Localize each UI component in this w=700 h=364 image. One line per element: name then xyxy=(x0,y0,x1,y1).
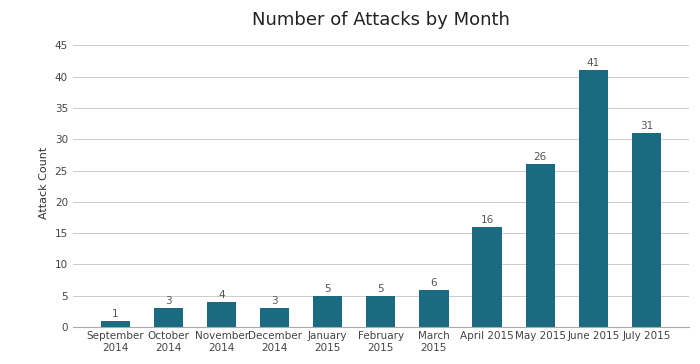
Bar xyxy=(473,227,502,327)
Bar xyxy=(207,302,236,327)
Bar xyxy=(631,133,661,327)
Text: 5: 5 xyxy=(324,284,331,294)
Bar xyxy=(154,308,183,327)
Text: 41: 41 xyxy=(587,59,600,68)
Bar xyxy=(101,321,130,327)
Text: 26: 26 xyxy=(533,153,547,162)
Text: 3: 3 xyxy=(272,296,278,306)
Text: 1: 1 xyxy=(112,309,119,319)
Bar xyxy=(579,70,608,327)
Bar xyxy=(526,164,554,327)
Text: 16: 16 xyxy=(480,215,494,225)
Text: 31: 31 xyxy=(640,121,653,131)
Text: 3: 3 xyxy=(165,296,172,306)
Y-axis label: Attack Count: Attack Count xyxy=(39,147,49,219)
Text: 5: 5 xyxy=(377,284,384,294)
Bar xyxy=(313,296,342,327)
Title: Number of Attacks by Month: Number of Attacks by Month xyxy=(252,11,510,29)
Text: 6: 6 xyxy=(430,278,438,288)
Bar xyxy=(260,308,289,327)
Bar xyxy=(419,289,449,327)
Bar xyxy=(366,296,396,327)
Text: 4: 4 xyxy=(218,290,225,300)
